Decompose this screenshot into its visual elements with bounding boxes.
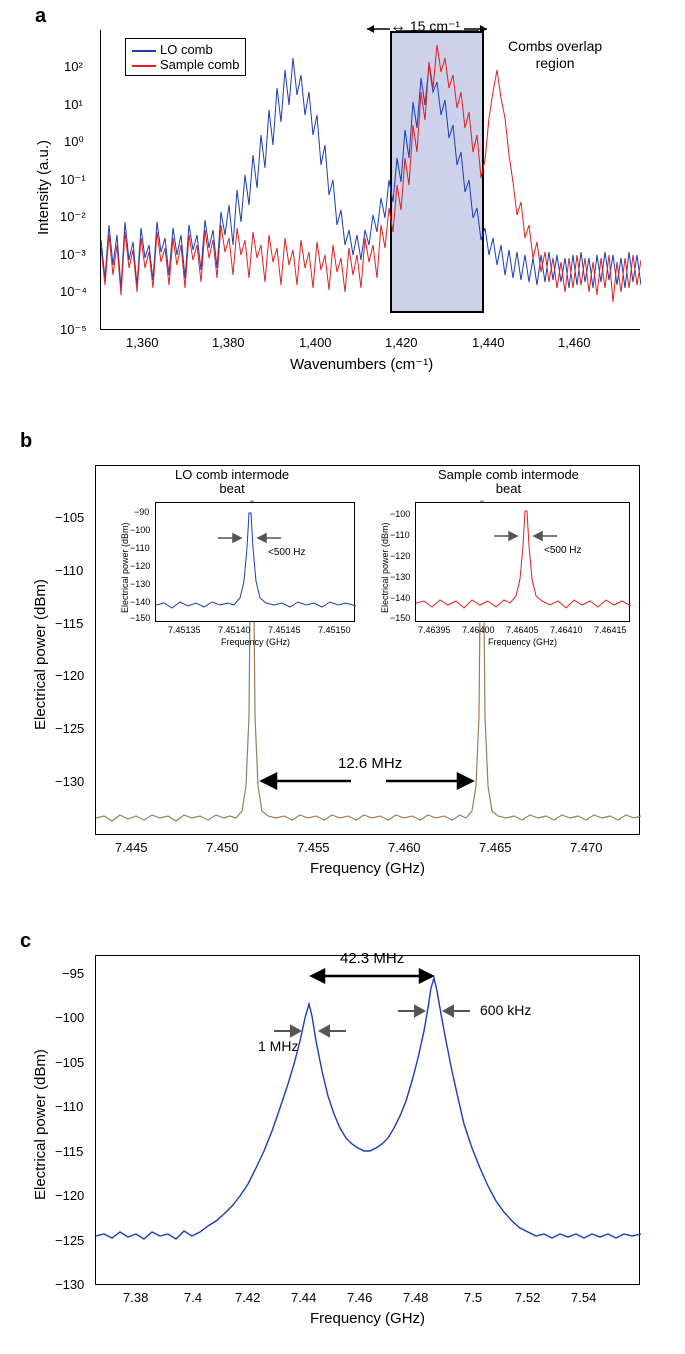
peak2-width: 600 kHz <box>480 1002 531 1018</box>
panel-a: a ↔ 15 cm⁻¹ Combs overlapregion <box>0 0 685 410</box>
xtick: 7.450 <box>206 840 239 855</box>
ytick: −115 <box>55 1144 83 1159</box>
ytick: −105 <box>55 1055 84 1070</box>
overlap-region-text: Combs overlapregion <box>508 38 602 72</box>
xtick: 7.445 <box>115 840 148 855</box>
ytick: −95 <box>62 966 84 981</box>
panel-a-xlabel: Wavenumbers (cm⁻¹) <box>290 355 433 373</box>
panel-c-plot <box>95 955 640 1285</box>
xtick: 1,400 <box>299 335 332 350</box>
ytick: 10⁻⁴ <box>60 284 87 300</box>
xtick: 7.48 <box>403 1290 428 1305</box>
xtick: 7.5 <box>464 1290 482 1305</box>
inset-sample: <500 Hz −100 −110 −120 −130 −140 −150 7.… <box>415 502 630 622</box>
ytick: −130 <box>55 774 84 789</box>
panel-b-ylabel: Electrical power (dBm) <box>32 579 49 730</box>
ytick: 10⁰ <box>64 134 84 150</box>
ytick: −115 <box>55 616 83 631</box>
xtick: 1,380 <box>212 335 245 350</box>
xtick: 7.54 <box>571 1290 596 1305</box>
spacing-label: 12.6 MHz <box>338 755 402 772</box>
xtick: 7.460 <box>388 840 421 855</box>
panel-a-legend: LO comb Sample comb <box>125 38 246 76</box>
xtick: 1,440 <box>472 335 505 350</box>
ytick: 10⁻² <box>60 209 86 225</box>
ytick: 10⁻¹ <box>60 172 86 188</box>
ytick: −110 <box>55 563 83 578</box>
xtick: 7.470 <box>570 840 603 855</box>
inset-lo: <500 Hz −90 −100 −110 −120 −130 −140 −15… <box>155 502 355 622</box>
panel-b: b 12.6 MHz −105 −110 −115 −120 −125 −130… <box>0 430 685 900</box>
panel-c-trace <box>96 978 641 1239</box>
spacing-c-label: 42.3 MHz <box>340 950 404 967</box>
overlap-box <box>391 32 483 312</box>
xtick: 7.38 <box>123 1290 148 1305</box>
ytick: 10⁻³ <box>60 247 86 263</box>
svg-text:<500 Hz: <500 Hz <box>544 545 582 556</box>
ytick: −125 <box>55 721 84 736</box>
panel-b-xlabel: Frequency (GHz) <box>310 860 425 877</box>
ytick: −100 <box>55 1010 84 1025</box>
xtick: 7.465 <box>479 840 512 855</box>
peak1-width: 1 MHz <box>258 1038 298 1054</box>
sample-comb-trace <box>101 45 641 302</box>
inset-sample-title: Sample comb intermodebeat <box>438 468 579 497</box>
panel-a-ylabel: Intensity (a.u.) <box>35 140 52 235</box>
panel-b-label: b <box>20 430 32 453</box>
ytick: 10¹ <box>64 97 83 112</box>
ytick: −130 <box>55 1277 84 1292</box>
ytick: 10² <box>64 59 83 74</box>
ytick: −105 <box>55 510 84 525</box>
xtick: 7.4 <box>184 1290 202 1305</box>
panel-a-label: a <box>35 5 46 28</box>
panel-c-ylabel: Electrical power (dBm) <box>32 1049 49 1200</box>
xtick: 1,360 <box>126 335 159 350</box>
xtick: 7.52 <box>515 1290 540 1305</box>
panel-c-xlabel: Frequency (GHz) <box>310 1310 425 1327</box>
ytick: 10⁻⁵ <box>60 322 87 338</box>
xtick: 7.44 <box>291 1290 316 1305</box>
xtick: 1,460 <box>558 335 591 350</box>
panel-c: c 42.3 MHz 1 MHz 600 kHz −95 −100 −1 <box>0 930 685 1350</box>
panel-c-label: c <box>20 930 31 953</box>
inset-lo-title: LO comb intermodebeat <box>175 468 289 497</box>
ytick: −125 <box>55 1233 84 1248</box>
ytick: −120 <box>55 1188 84 1203</box>
ytick: −110 <box>55 1099 83 1114</box>
xtick: 7.455 <box>297 840 330 855</box>
xtick: 7.46 <box>347 1290 372 1305</box>
ytick: −120 <box>55 668 84 683</box>
xtick: 7.42 <box>235 1290 260 1305</box>
svg-text:<500 Hz: <500 Hz <box>268 547 306 558</box>
xtick: 1,420 <box>385 335 418 350</box>
